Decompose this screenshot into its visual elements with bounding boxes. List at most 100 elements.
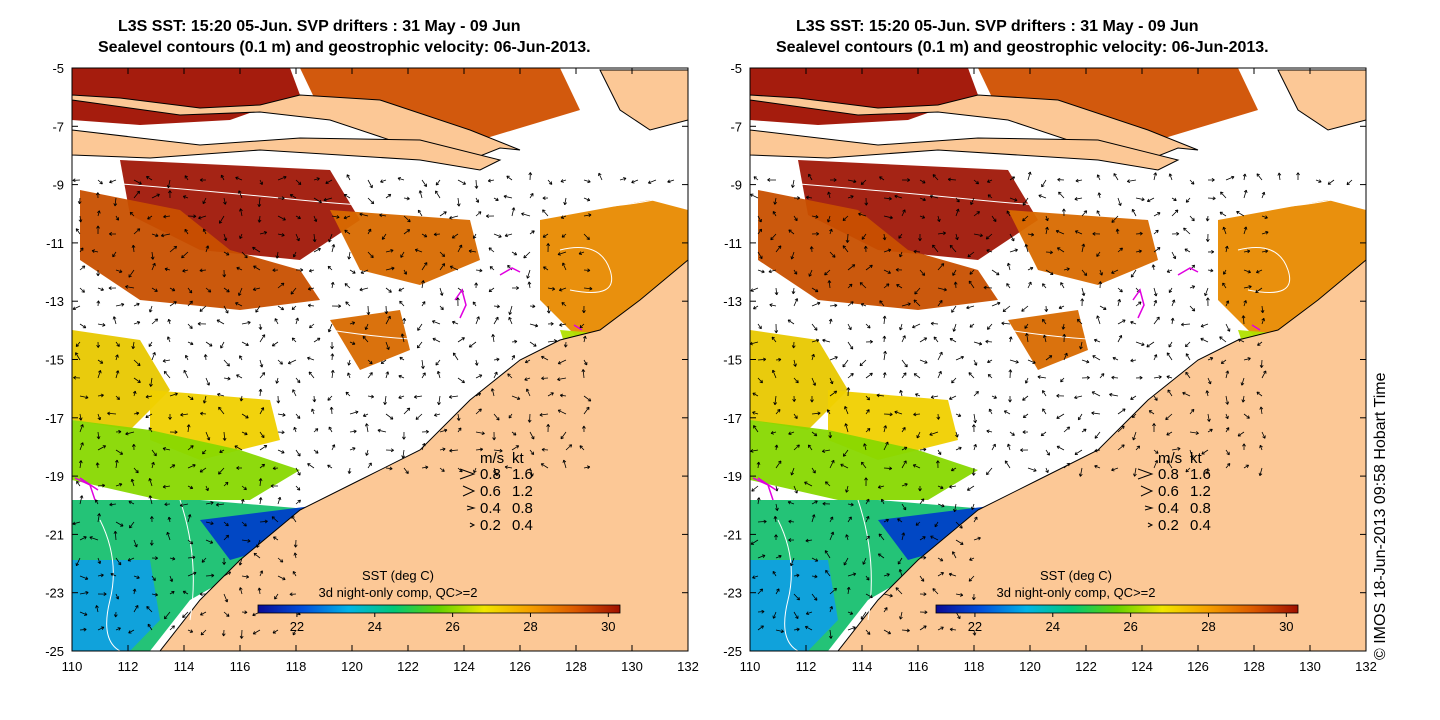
map-figure: 110 112 114 116 118 120 122 124 126 128 130 132 -5 -7… bbox=[723, 61, 1377, 674]
legend-ms-value: 0.6 bbox=[480, 483, 501, 500]
lon-tick-label: 110 bbox=[62, 659, 83, 674]
legend-header-ms: m/s bbox=[1158, 450, 1182, 467]
lat-tick-label: -5 bbox=[52, 61, 64, 76]
map-title-line2: Sealevel contours (0.1 m) and geostrophi… bbox=[776, 39, 1269, 56]
legend-kt-value: 1.6 bbox=[512, 466, 533, 483]
lat-tick-label: -15 bbox=[45, 353, 64, 368]
lat-tick-label: -7 bbox=[52, 119, 64, 134]
lon-tick-label: 120 bbox=[341, 659, 363, 674]
lon-tick-label: 132 bbox=[1355, 659, 1377, 674]
lat-tick-label: -25 bbox=[723, 644, 742, 659]
map-figure: 110 112 114 116 118 120 122 124 126 128 130 132 -5 -7… bbox=[45, 61, 699, 674]
legend-kt-value: 1.2 bbox=[512, 483, 533, 500]
lon-tick-label: 122 bbox=[397, 659, 419, 674]
legend-arrow-icon bbox=[1137, 468, 1154, 480]
colorbar-tick-label: 26 bbox=[1123, 619, 1137, 634]
credit-text: © IMOS 18-Jun-2013 09:58 Hobart Time bbox=[1372, 372, 1389, 660]
legend-ms-value: 0.8 bbox=[1158, 466, 1179, 483]
legend-arrow-icon bbox=[1140, 485, 1154, 497]
lon-tick-label: 120 bbox=[1019, 659, 1041, 674]
colorbar-tick-label: 24 bbox=[1046, 619, 1060, 634]
legend-arrow-icon bbox=[1144, 505, 1154, 511]
lon-tick-label: 130 bbox=[621, 659, 643, 674]
map-panel-right: L3S SST: 15:20 05-Jun. SVP drifters : 31… bbox=[678, 0, 1398, 720]
lat-tick-label: -9 bbox=[52, 178, 64, 193]
lat-tick-label: -9 bbox=[730, 178, 742, 193]
legend-ms-value: 0.4 bbox=[480, 500, 501, 517]
lon-tick-label: 132 bbox=[677, 659, 699, 674]
legend-ms-value: 0.4 bbox=[1158, 500, 1179, 517]
lat-tick-label: -17 bbox=[45, 411, 64, 426]
lat-tick-label: -13 bbox=[723, 294, 742, 309]
lon-tick-label: 118 bbox=[286, 659, 307, 674]
lon-tick-label: 122 bbox=[1075, 659, 1097, 674]
lat-tick-label: -13 bbox=[45, 294, 64, 309]
lat-tick-label: -23 bbox=[45, 586, 64, 601]
colorbar-subtitle: 3d night-only comp, QC>=2 bbox=[319, 585, 478, 600]
legend-ms-value: 0.8 bbox=[480, 466, 501, 483]
legend-arrow-icon bbox=[1147, 522, 1154, 528]
lon-tick-label: 128 bbox=[1243, 659, 1265, 674]
legend-kt-value: 1.2 bbox=[1190, 483, 1211, 500]
lon-tick-label: 130 bbox=[1299, 659, 1321, 674]
lat-tick-label: -7 bbox=[730, 119, 742, 134]
lon-tick-label: 126 bbox=[1187, 659, 1209, 674]
velocity-legend: m/s kt0.8 1.60.6 1.20.4 0.80.2 0.4 bbox=[1137, 450, 1211, 534]
lat-tick-label: -21 bbox=[45, 527, 64, 542]
legend-arrow-icon bbox=[459, 468, 476, 480]
colorbar-title: SST (deg C) bbox=[1040, 568, 1112, 583]
legend-header-kt: kt bbox=[1190, 450, 1203, 467]
legend-header-ms: m/s bbox=[480, 450, 504, 467]
lon-tick-label: 128 bbox=[565, 659, 587, 674]
lat-tick-label: -19 bbox=[45, 469, 64, 484]
lat-tick-label: -25 bbox=[45, 644, 64, 659]
lat-tick-label: -11 bbox=[724, 236, 742, 251]
lon-tick-label: 114 bbox=[852, 659, 873, 674]
lon-tick-label: 116 bbox=[908, 659, 929, 674]
legend-header-kt: kt bbox=[512, 450, 525, 467]
colorbar-tick-label: 30 bbox=[601, 619, 615, 634]
map-title-line1: L3S SST: 15:20 05-Jun. SVP drifters : 31… bbox=[796, 18, 1199, 35]
lon-tick-label: 126 bbox=[509, 659, 531, 674]
sst-colorbar: SST (deg C) 3d night-only comp, QC>=2 22 24… bbox=[257, 568, 621, 634]
lon-tick-label: 116 bbox=[230, 659, 251, 674]
lat-tick-label: -11 bbox=[46, 236, 64, 251]
legend-kt-value: 0.4 bbox=[1190, 517, 1211, 534]
legend-kt-value: 1.6 bbox=[1190, 466, 1211, 483]
lon-tick-label: 118 bbox=[964, 659, 985, 674]
lat-tick-label: -19 bbox=[723, 469, 742, 484]
legend-ms-value: 0.2 bbox=[1158, 517, 1179, 534]
legend-arrow-icon bbox=[466, 505, 476, 511]
legend-kt-value: 0.8 bbox=[512, 500, 533, 517]
lon-tick-label: 110 bbox=[740, 659, 761, 674]
colorbar-tick-label: 24 bbox=[368, 619, 382, 634]
lat-tick-label: -21 bbox=[723, 527, 742, 542]
velocity-legend: m/s kt0.8 1.60.6 1.20.4 0.80.2 0.4 bbox=[459, 450, 533, 534]
map-area bbox=[72, 68, 688, 651]
colorbar-tick-label: 22 bbox=[290, 619, 304, 634]
colorbar-tick-label: 30 bbox=[1279, 619, 1293, 634]
lon-tick-label: 124 bbox=[453, 659, 475, 674]
map-panel-left: L3S SST: 15:20 05-Jun. SVP drifters : 31… bbox=[45, 18, 699, 674]
colorbar-title: SST (deg C) bbox=[362, 568, 434, 583]
lon-tick-label: 112 bbox=[796, 659, 817, 674]
colorbar-tick-label: 28 bbox=[1201, 619, 1215, 634]
colorbar-tick-label: 26 bbox=[445, 619, 459, 634]
legend-arrow-icon bbox=[469, 522, 476, 528]
colorbar-subtitle: 3d night-only comp, QC>=2 bbox=[997, 585, 1156, 600]
legend-kt-value: 0.8 bbox=[1190, 500, 1211, 517]
lat-tick-label: -5 bbox=[730, 61, 742, 76]
lon-tick-label: 124 bbox=[1131, 659, 1153, 674]
legend-ms-value: 0.2 bbox=[480, 517, 501, 534]
colorbar-tick-label: 22 bbox=[968, 619, 982, 634]
legend-arrow-icon bbox=[462, 485, 476, 497]
map-title-line1: L3S SST: 15:20 05-Jun. SVP drifters : 31… bbox=[118, 18, 521, 35]
legend-kt-value: 0.4 bbox=[512, 517, 533, 534]
lon-tick-label: 114 bbox=[174, 659, 195, 674]
lat-tick-label: -15 bbox=[723, 353, 742, 368]
lat-tick-label: -23 bbox=[723, 586, 742, 601]
colorbar-tick-label: 28 bbox=[523, 619, 537, 634]
map-area bbox=[750, 68, 1366, 651]
legend-ms-value: 0.6 bbox=[1158, 483, 1179, 500]
sst-colorbar: SST (deg C) 3d night-only comp, QC>=2 22 24… bbox=[935, 568, 1299, 634]
